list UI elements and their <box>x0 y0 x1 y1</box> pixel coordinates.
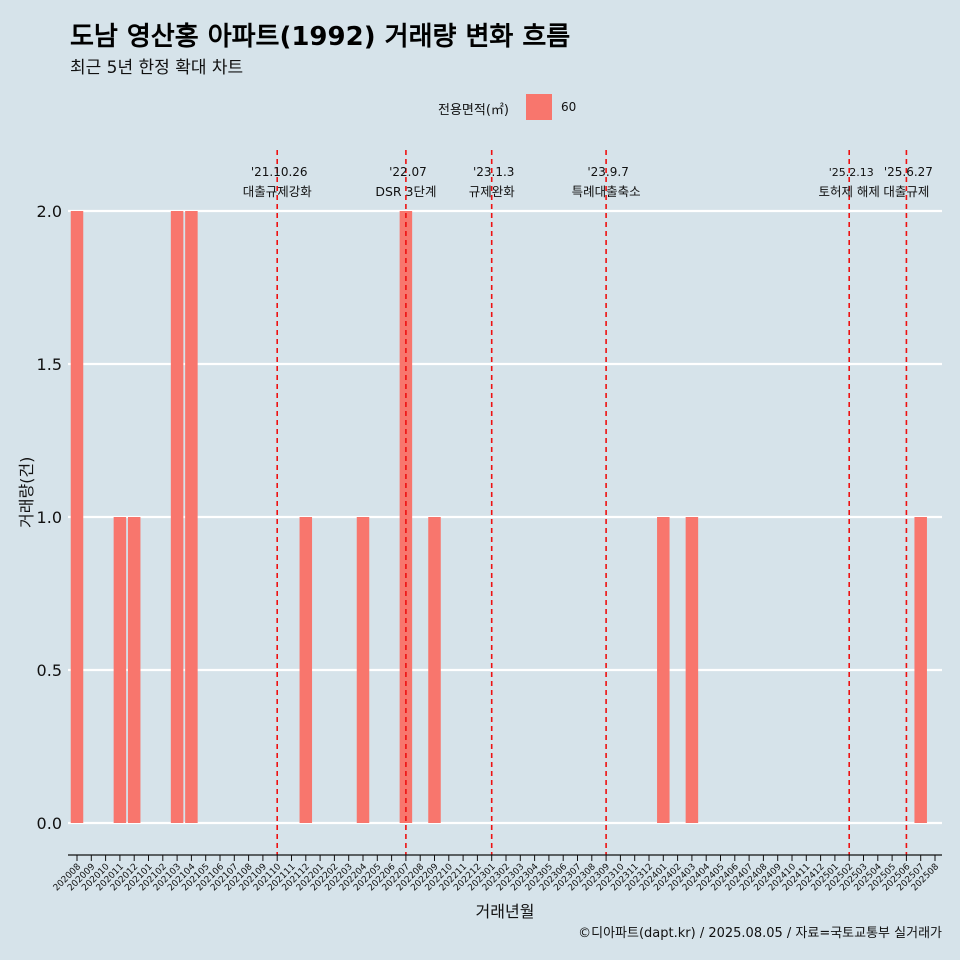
bar <box>399 211 413 823</box>
legend-key-swatch <box>526 94 552 120</box>
bar <box>185 211 198 823</box>
x-axis-label: 거래년월 <box>475 902 535 921</box>
source-caption: ©디아파트(dapt.kr) / 2025.08.05 / 자료=국토교통부 실… <box>578 926 942 941</box>
event-name-label: 대출규제 <box>883 184 929 199</box>
event-date-label: '23.1.3 <box>473 165 514 179</box>
event-date-label: '23.9.7 <box>587 165 628 179</box>
bar <box>685 517 699 823</box>
y-axis-label: 거래량(건) <box>17 456 36 528</box>
chart-title: 도남 영산홍 아파트(1992) 거래량 변화 흐름 <box>70 22 571 52</box>
event-name-label: 대출규제강화 <box>243 184 313 199</box>
chart-subtitle: 최근 5년 한정 확대 차트 <box>70 58 244 78</box>
y-tick-label: 1.5 <box>37 355 62 374</box>
bar <box>127 517 141 823</box>
bar <box>70 211 84 823</box>
legend-title: 전용면적(㎡) <box>438 103 509 118</box>
event-date-label: '25.6.27 <box>884 165 933 179</box>
y-tick-label: 2.0 <box>37 202 62 221</box>
bar <box>356 517 370 823</box>
bar <box>914 517 927 823</box>
bar <box>299 517 313 823</box>
event-name-label: 토허제 해제 <box>818 184 879 199</box>
bar <box>428 517 441 823</box>
event-date-label: '25.2.13 <box>829 166 874 179</box>
bar <box>170 211 184 823</box>
event-name-label: 규제완화 <box>469 184 516 199</box>
event-name-label: 특례대출축소 <box>572 184 641 199</box>
legend-entry-label: 60 <box>561 100 577 114</box>
legend: 전용면적(㎡) 60 <box>0 94 960 122</box>
event-date-label: '21.10.26 <box>251 165 308 179</box>
bar <box>113 517 127 823</box>
y-tick-label: 0.0 <box>37 814 62 833</box>
y-tick-label: 0.5 <box>37 661 62 680</box>
event-date-label: '22.07 <box>389 165 427 179</box>
bar <box>657 517 670 823</box>
y-tick-label: 1.0 <box>37 508 62 527</box>
event-name-label: DSR 3단계 <box>375 184 436 199</box>
